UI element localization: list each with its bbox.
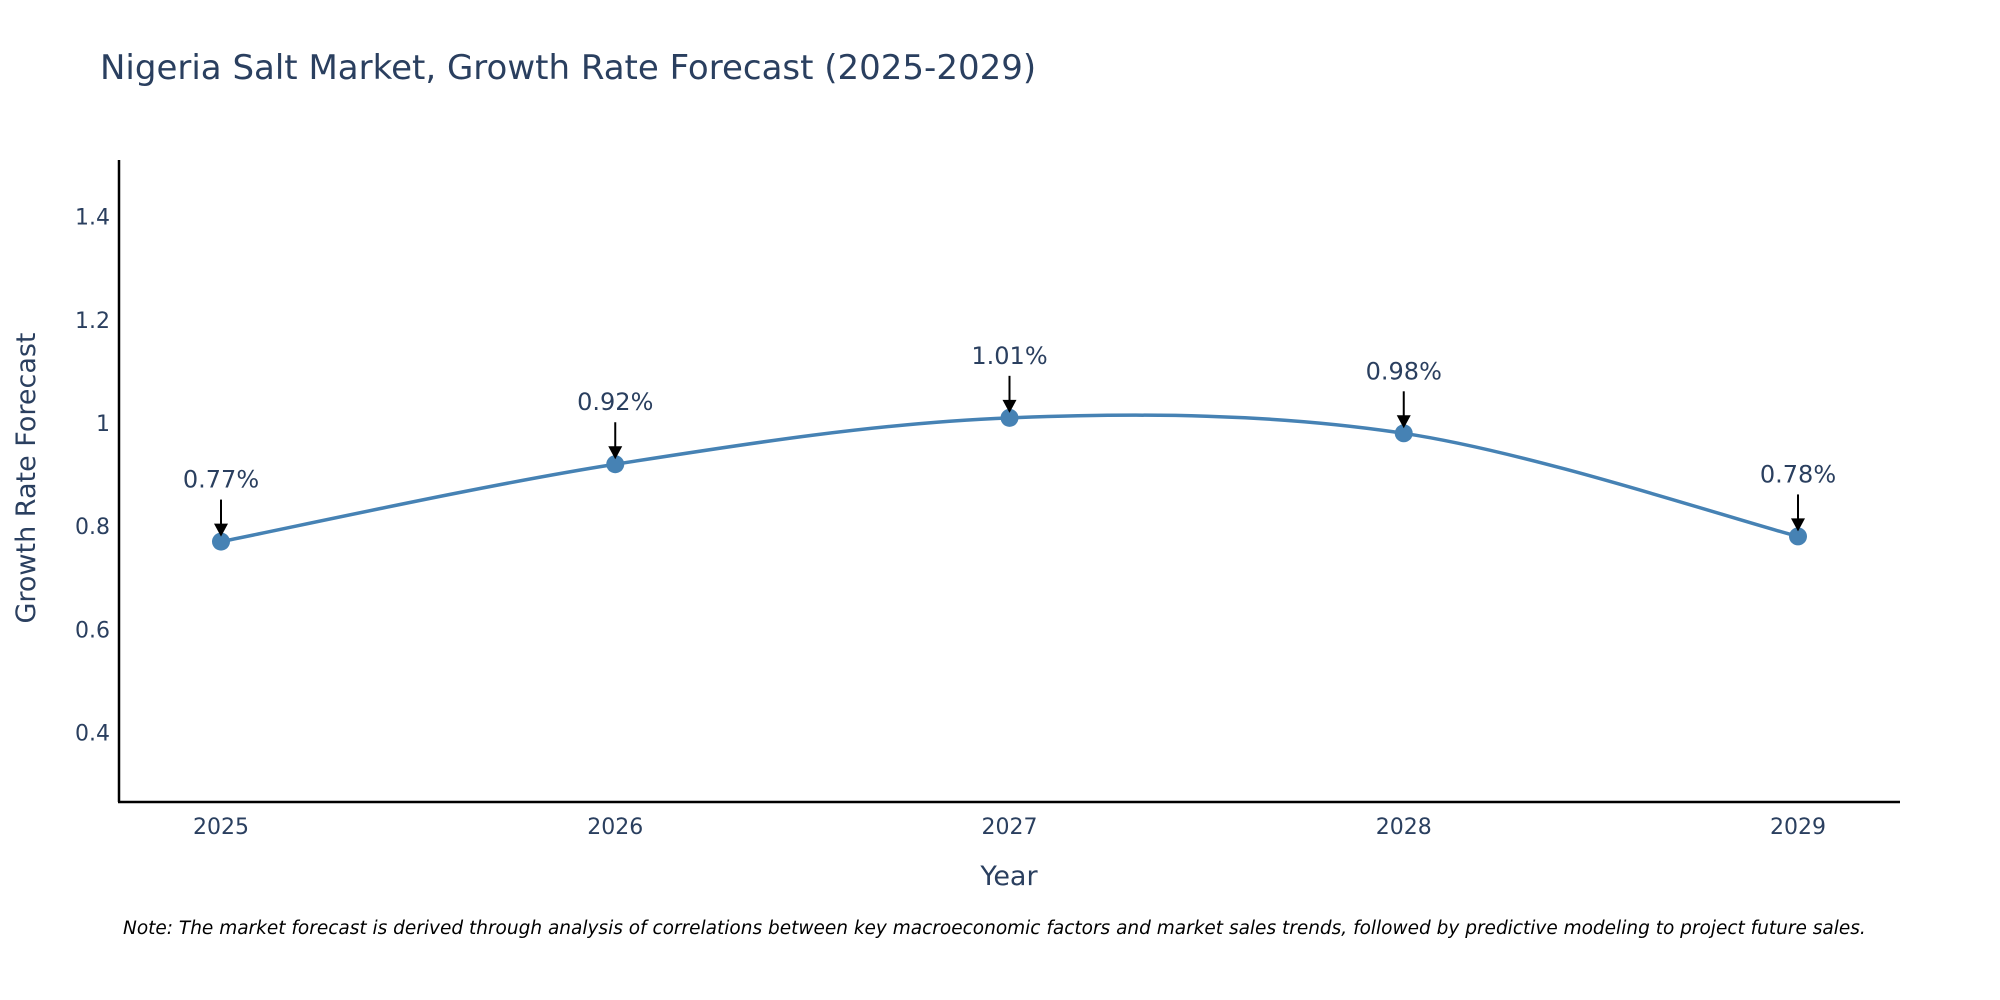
y-tick-label: 1: [96, 412, 110, 437]
y-axis-ticks: 0.4 0.6 0.8 1 1.2 1.4: [75, 206, 110, 747]
chart-title: Nigeria Salt Market, Growth Rate Forecas…: [100, 48, 1036, 88]
data-label: 0.77%: [183, 466, 259, 494]
data-annotations: 0.77% 0.92% 1.01% 0.98% 0.78%: [183, 342, 1836, 537]
y-axis-title: Growth Rate Forecast: [11, 332, 42, 623]
x-tick-label: 2027: [982, 815, 1038, 840]
data-markers: [212, 408, 1807, 551]
data-point: [1394, 424, 1413, 443]
annotation-arrowhead: [1791, 518, 1805, 532]
data-label: 0.78%: [1760, 460, 1836, 488]
data-point: [606, 455, 625, 474]
x-tick-label: 2026: [587, 815, 643, 840]
annotation-arrowhead: [214, 523, 228, 537]
y-tick-label: 0.8: [75, 515, 110, 540]
x-tick-label: 2028: [1376, 815, 1432, 840]
annotation-arrowhead: [608, 446, 623, 460]
data-point: [1000, 408, 1019, 427]
x-tick-label: 2029: [1770, 815, 1826, 840]
series-line: [220, 413, 1799, 544]
data-point: [212, 532, 230, 551]
x-axis-ticks: 2025 2026 2027 2028 2029: [193, 815, 1826, 840]
data-label: 0.92%: [577, 388, 653, 416]
y-tick-label: 0.4: [75, 721, 110, 746]
x-axis-title: Year: [979, 861, 1038, 892]
annotation-arrowhead: [1002, 399, 1017, 413]
x-tick-label: 2025: [193, 815, 249, 840]
data-point: [1789, 527, 1807, 546]
annotation-arrowhead: [1396, 415, 1411, 429]
y-tick-label: 1.2: [75, 309, 110, 334]
data-label: 1.01%: [971, 342, 1047, 370]
y-tick-label: 1.4: [75, 206, 110, 231]
footnote: Note: The market forecast is derived thr…: [123, 918, 1866, 939]
data-label: 0.98%: [1366, 357, 1442, 385]
y-tick-label: 0.6: [75, 618, 110, 643]
